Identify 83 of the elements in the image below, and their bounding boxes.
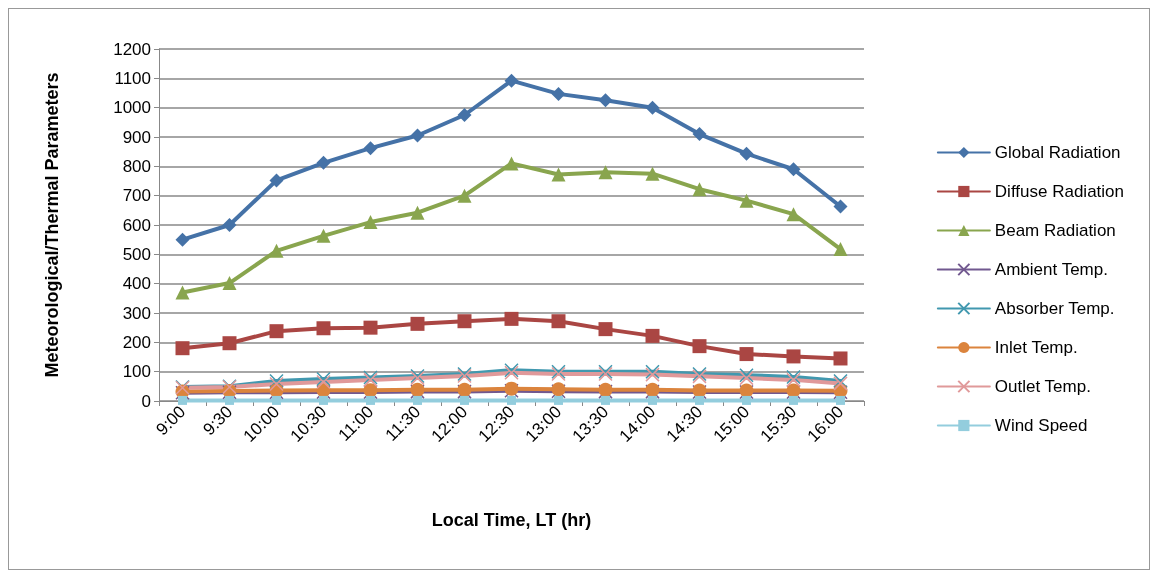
point (551, 167, 566, 182)
point (739, 146, 754, 161)
point (695, 395, 704, 405)
point (692, 127, 707, 142)
point (410, 205, 425, 220)
point (222, 276, 237, 291)
legend-label: Ambient Temp. (994, 260, 1108, 279)
point (504, 311, 519, 326)
y-axis-title: Meteorological/Thermal Parameters (42, 72, 62, 378)
point (739, 193, 754, 208)
legend-label: Outlet Temp. (994, 377, 1091, 396)
point (645, 100, 660, 115)
point (363, 215, 378, 230)
point (836, 395, 845, 405)
point (222, 218, 237, 232)
point (457, 108, 472, 122)
y-tick-label: 100 (122, 362, 151, 382)
point (269, 324, 284, 339)
y-tick-label: 1100 (114, 68, 151, 88)
point (457, 314, 472, 329)
y-tick-label: 1000 (113, 98, 151, 118)
point (225, 395, 234, 405)
point (269, 173, 284, 188)
point (272, 395, 281, 405)
y-tick-label: 900 (122, 127, 151, 147)
point (175, 285, 190, 300)
point (222, 336, 237, 351)
point (551, 314, 566, 329)
y-tick-label: 700 (122, 186, 151, 206)
point (316, 228, 331, 243)
legend-label: Inlet Temp. (994, 338, 1078, 357)
x-axis-title: Local Time, LT (hr) (431, 510, 592, 530)
legend-label: Absorber Temp. (994, 299, 1115, 318)
legend-label: Wind Speed (994, 416, 1088, 435)
point (833, 351, 848, 366)
point (833, 199, 848, 214)
point (789, 395, 798, 405)
y-tick-label: 400 (122, 274, 151, 294)
legend-label: Diffuse Radiation (994, 182, 1124, 201)
point (363, 141, 378, 156)
point (692, 182, 707, 197)
point (645, 328, 660, 343)
point (178, 395, 187, 405)
point (504, 73, 519, 88)
point (410, 128, 425, 143)
y-tick-label: 800 (122, 156, 151, 176)
point (648, 395, 657, 405)
point (175, 232, 190, 247)
point (269, 243, 284, 258)
legend-label: Beam Radiation (994, 221, 1116, 240)
y-tick-label: 0 (141, 391, 151, 411)
point (598, 165, 613, 180)
point (833, 242, 848, 257)
point (507, 395, 516, 405)
point (598, 93, 613, 108)
point (645, 166, 660, 181)
point (460, 395, 469, 405)
legend-label: Global Radiation (994, 143, 1121, 162)
point (554, 395, 563, 405)
point (598, 322, 613, 337)
point (316, 321, 331, 336)
point (786, 207, 801, 222)
point (504, 156, 519, 171)
y-tick-label: 1200 (113, 39, 151, 59)
point (742, 395, 751, 405)
point (316, 155, 331, 170)
point (366, 395, 375, 405)
point (739, 347, 754, 362)
point (457, 188, 472, 203)
point (363, 320, 378, 335)
point (692, 339, 707, 354)
point (601, 395, 610, 405)
point (551, 86, 566, 101)
y-tick-label: 600 (122, 215, 151, 235)
point (175, 341, 190, 356)
point (319, 395, 328, 405)
point (786, 162, 801, 177)
point (413, 395, 422, 405)
y-tick-label: 300 (122, 303, 151, 323)
point (786, 349, 801, 364)
y-tick-label: 200 (122, 332, 151, 352)
y-tick-label: 500 (122, 244, 151, 264)
point (410, 316, 425, 331)
